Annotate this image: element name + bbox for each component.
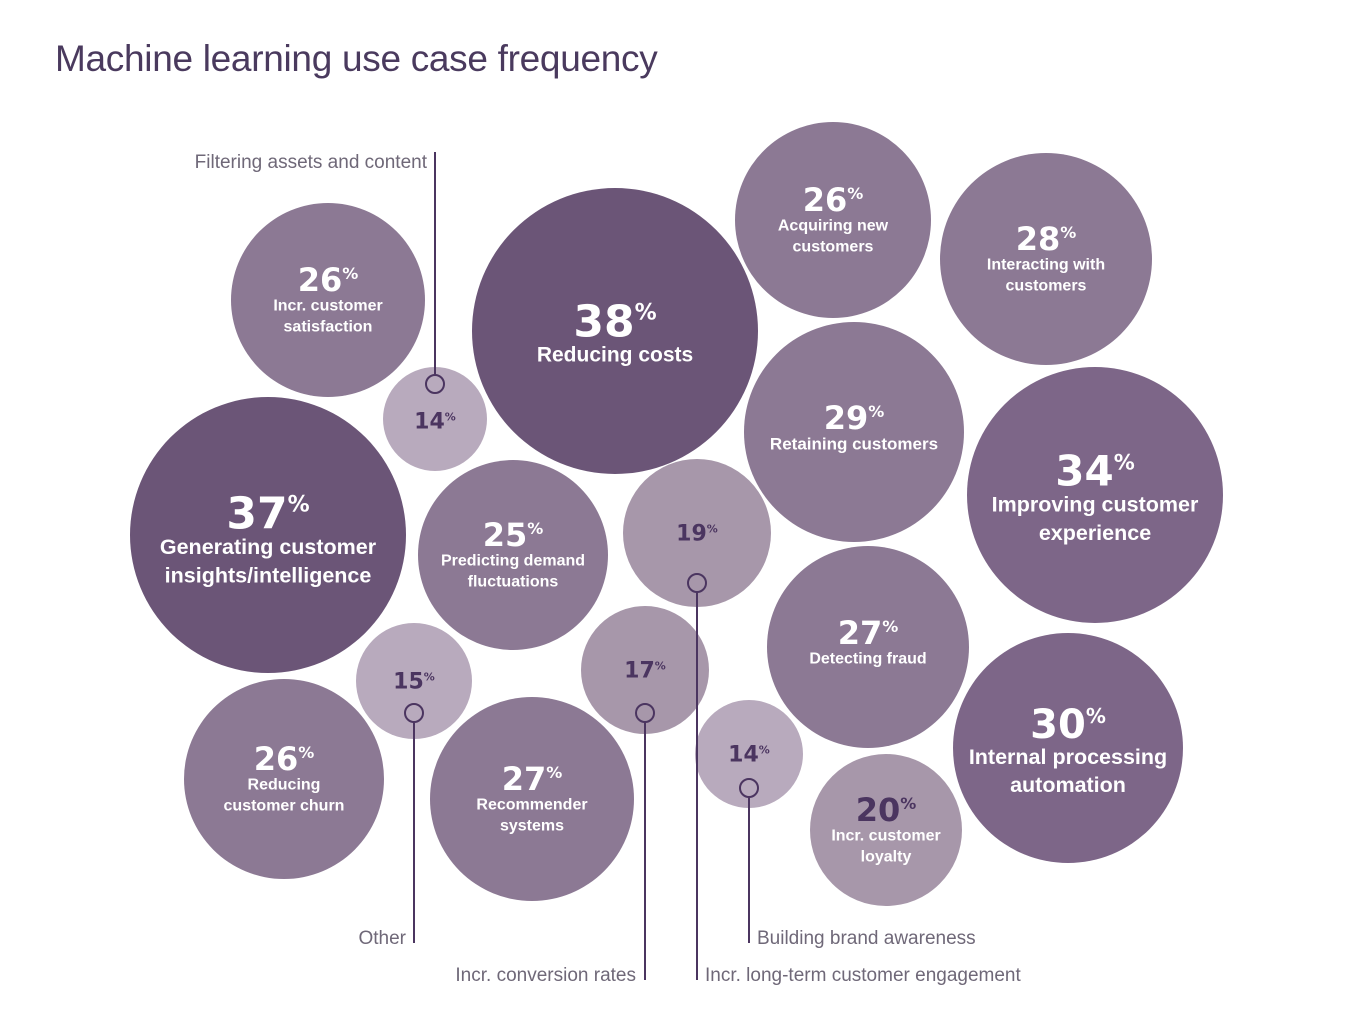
value-label-incr-conversion-rates: 17% <box>624 659 666 684</box>
label-building-brand-awareness: Building brand awareness <box>757 928 976 949</box>
label-reducing-costs: Reducing costs <box>537 344 693 367</box>
label-generating-customer-insights-intelligence: Generating customer insights/intelligence <box>160 535 377 587</box>
bubble-improving-customer-experience <box>967 367 1223 623</box>
value-label-improving-customer-experience: 34% <box>1055 447 1135 496</box>
label-acquiring-new-customers: Acquiring new customers <box>778 217 889 255</box>
label-retaining-customers: Retaining customers <box>770 435 938 454</box>
chart-title: Machine learning use case frequency <box>55 38 658 79</box>
value-label-detecting-fraud: 27% <box>838 614 899 652</box>
label-predicting-demand-fluctuations: Predicting demand fluctuations <box>441 552 585 590</box>
bubble-acquiring-new-customers <box>735 122 931 318</box>
bubble-detecting-fraud <box>767 546 969 748</box>
label-improving-customer-experience: Improving customer experience <box>992 493 1199 545</box>
leader-anchor-building-brand-awareness <box>739 778 759 798</box>
value-label-incr-customer-loyalty: 20% <box>856 791 917 829</box>
value-label-recommender-systems: 27% <box>502 760 563 798</box>
value-label-retaining-customers: 29% <box>824 399 885 437</box>
leader-anchor-incr-long-term-customer-engagement <box>687 573 707 593</box>
bubble-other <box>356 623 472 739</box>
bubble-incr-customer-loyalty <box>810 754 962 906</box>
label-internal-processing-automation: Internal processing automation <box>969 745 1167 797</box>
bubble-retaining-customers <box>744 322 964 542</box>
bubble-incr-conversion-rates <box>581 606 709 734</box>
value-label-reducing-customer-churn: 26% <box>254 740 315 778</box>
bubble-recommender-systems <box>430 697 634 901</box>
bubble-filtering-assets-and-content <box>383 367 487 471</box>
label-filtering-assets-and-content: Filtering assets and content <box>195 152 428 173</box>
value-label-incr-long-term-customer-engagement: 19% <box>676 522 718 547</box>
bubble-reducing-customer-churn <box>184 679 384 879</box>
leader-anchor-other <box>404 703 424 723</box>
value-label-interacting-with-customers: 28% <box>1016 220 1077 258</box>
value-label-building-brand-awareness: 14% <box>728 743 770 768</box>
value-label-reducing-costs: 38% <box>573 296 656 347</box>
value-label-predicting-demand-fluctuations: 25% <box>483 516 544 554</box>
leader-anchor-filtering-assets-and-content <box>425 374 445 394</box>
bubble-incr-customer-satisfaction <box>231 203 425 397</box>
label-other: Other <box>358 928 406 949</box>
label-recommender-systems: Recommender systems <box>476 796 587 834</box>
bubble-generating-customer-insights-intelligence <box>130 397 406 673</box>
label-reducing-customer-churn: Reducing customer churn <box>224 776 345 814</box>
bubble-building-brand-awareness <box>695 700 803 808</box>
label-incr-conversion-rates: Incr. conversion rates <box>455 965 636 986</box>
value-label-other: 15% <box>393 670 435 695</box>
value-label-generating-customer-insights-intelligence: 37% <box>226 488 309 539</box>
label-interacting-with-customers: Interacting with customers <box>987 256 1105 294</box>
bubble-reducing-costs <box>472 188 758 474</box>
value-label-filtering-assets-and-content: 14% <box>414 410 456 435</box>
bubble-incr-long-term-customer-engagement <box>623 459 771 607</box>
label-incr-customer-satisfaction: Incr. customer satisfaction <box>273 297 382 335</box>
bubble-interacting-with-customers <box>940 153 1152 365</box>
value-label-internal-processing-automation: 30% <box>1030 702 1106 748</box>
bubble-internal-processing-automation <box>953 633 1183 863</box>
value-label-incr-customer-satisfaction: 26% <box>298 261 359 299</box>
bubble-predicting-demand-fluctuations <box>418 460 608 650</box>
value-label-acquiring-new-customers: 26% <box>803 181 864 219</box>
leader-anchor-incr-conversion-rates <box>635 703 655 723</box>
label-detecting-fraud: Detecting fraud <box>809 650 926 667</box>
label-incr-customer-loyalty: Incr. customer loyalty <box>831 827 940 865</box>
label-incr-long-term-customer-engagement: Incr. long-term customer engagement <box>705 965 1021 986</box>
